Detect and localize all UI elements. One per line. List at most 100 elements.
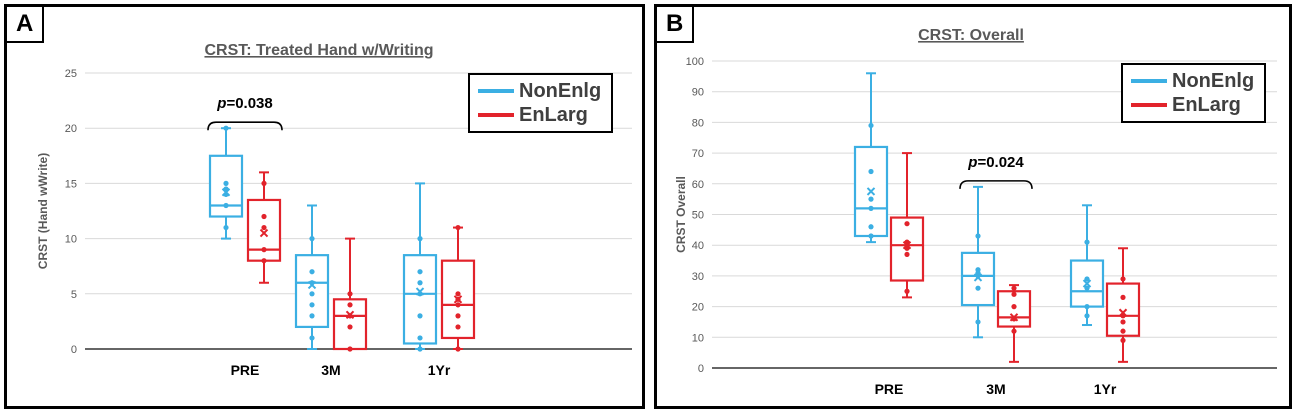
data-point-enlarg-1yr [1120,294,1126,300]
y-tick-label: 80 [692,117,704,129]
data-point-nonenlg-3m [309,291,315,297]
legend-label-enlarg: EnLarg [1172,93,1241,116]
y-tick-label: 10 [65,234,77,246]
y-tick-label: 30 [692,271,704,283]
data-point-enlarg-3m [347,346,353,352]
y-tick-label: 5 [71,289,77,301]
data-point-nonenlg-pre [868,205,874,211]
mean-marker-enlarg-1yr [1118,308,1128,317]
data-point-nonenlg-1yr [417,280,423,286]
legend-entry-enlarg: EnLarg [478,103,601,127]
data-point-nonenlg-1yr [1084,239,1090,245]
data-point-enlarg-1yr [455,324,461,330]
p-value-symbol: p [216,95,226,112]
panel-label-a: A [7,7,45,43]
data-point-nonenlg-pre [223,125,229,131]
data-point-enlarg-3m [1011,291,1017,297]
data-point-enlarg-pre [261,247,267,253]
significance-bracket [959,180,1033,189]
y-tick-label: 100 [686,56,704,68]
data-point-enlarg-pre [261,180,267,186]
legend-swatch-nonenlg [478,89,514,93]
data-point-nonenlg-pre [223,202,229,209]
data-point-nonenlg-3m [309,313,315,319]
legend-swatch-enlarg [1131,103,1167,107]
y-tick-label: 20 [692,302,704,314]
panel-b: CRST: Overall CRST Overall 0 10 20 30 40 50 60 70… [654,4,1292,409]
data-point-nonenlg-pre [868,224,874,230]
y-tick-label: 60 [692,179,704,191]
box-enlarg-3m [332,298,368,351]
data-point-enlarg-3m [1011,285,1017,291]
data-point-nonenlg-3m [975,285,981,291]
data-point-nonenlg-pre [868,168,874,175]
data-point-nonenlg-1yr [1084,304,1090,310]
x-tick-label-1yr: 1Yr [1094,381,1117,397]
legend-entry-nonenlg: NonEnlg [1131,69,1254,93]
data-point-nonenlg-3m [975,267,981,273]
significance-bracket [207,121,283,131]
data-point-nonenlg-3m [975,233,981,239]
box-nonenlg-3m [960,251,996,307]
y-tick-label: 40 [692,240,704,252]
legend-swatch-nonenlg [1131,79,1167,83]
y-tick-label: 50 [692,210,704,222]
x-tick-label-3m: 3M [986,381,1005,397]
data-point-nonenlg-pre [868,233,874,239]
data-point-nonenlg-pre [868,122,874,129]
y-tick-label: 25 [65,68,77,80]
data-point-enlarg-3m [347,291,353,297]
x-tick-label-1yr: 1Yr [428,362,451,378]
data-point-nonenlg-1yr [417,346,423,352]
mean-marker-enlarg-1yr [453,295,463,304]
legend-entry-nonenlg: NonEnlg [478,79,601,103]
mean-marker-enlarg-pre [902,240,912,250]
legend-label-nonenlg: NonEnlg [1172,69,1255,92]
mean-marker-enlarg-pre [259,228,269,238]
mean-marker-nonenlg-3m [307,280,317,290]
y-tick-label: 10 [692,332,704,344]
mean-marker-nonenlg-pre [221,188,231,197]
y-tick-label: 90 [692,87,704,99]
data-point-enlarg-1yr [1120,337,1126,343]
data-point-enlarg-3m [1011,328,1017,334]
legend-a: NonEnlg EnLarg [468,73,614,133]
chart-a: CRST: Treated Hand w/Writing CRST (Hand w… [36,42,632,378]
box-enlarg-pre [889,216,925,282]
data-point-enlarg-3m [347,324,353,330]
data-point-nonenlg-pre [223,180,229,186]
box-nonenlg-1yr [402,254,438,345]
mean-marker-nonenlg-1yr [1082,279,1092,288]
legend-label-enlarg: EnLarg [519,103,588,126]
data-point-enlarg-1yr [1120,328,1126,334]
y-tick-label: 70 [692,148,704,160]
mean-marker-enlarg-3m [1009,313,1019,322]
data-point-enlarg-1yr [455,291,461,297]
data-point-enlarg-3m [347,302,353,308]
p-value-symbol: p [967,154,977,171]
data-point-nonenlg-3m [309,269,315,275]
data-point-nonenlg-3m [309,236,315,242]
data-point-nonenlg-pre [868,196,874,202]
data-point-nonenlg-1yr [417,236,423,242]
panel-a: CRST: Treated Hand w/Writing CRST (Hand w… [4,4,645,409]
panel-label-b: B [657,7,695,43]
x-tick-label-pre: PRE [875,381,904,397]
y-tick-label: 15 [65,178,77,190]
data-point-nonenlg-1yr [1084,276,1090,282]
p-value-annotation: p=0.024 [967,154,1024,171]
data-point-enlarg-pre [904,288,910,294]
y-axis-label: CRST (Hand wWrite) [36,153,50,269]
legend-label-nonenlg: NonEnlg [519,79,602,102]
y-axis-label: CRST Overall [674,176,688,253]
data-point-nonenlg-3m [975,319,981,325]
data-point-enlarg-pre [904,251,910,258]
data-point-enlarg-pre [904,221,910,227]
y-tick-label: 0 [698,363,704,375]
data-point-nonenlg-1yr [417,269,423,275]
legend-swatch-enlarg [478,113,514,117]
mean-marker-nonenlg-1yr [415,287,425,296]
p-value-number: =0.038 [226,95,272,112]
mean-marker-nonenlg-pre [866,187,876,196]
data-point-nonenlg-1yr [417,313,423,319]
